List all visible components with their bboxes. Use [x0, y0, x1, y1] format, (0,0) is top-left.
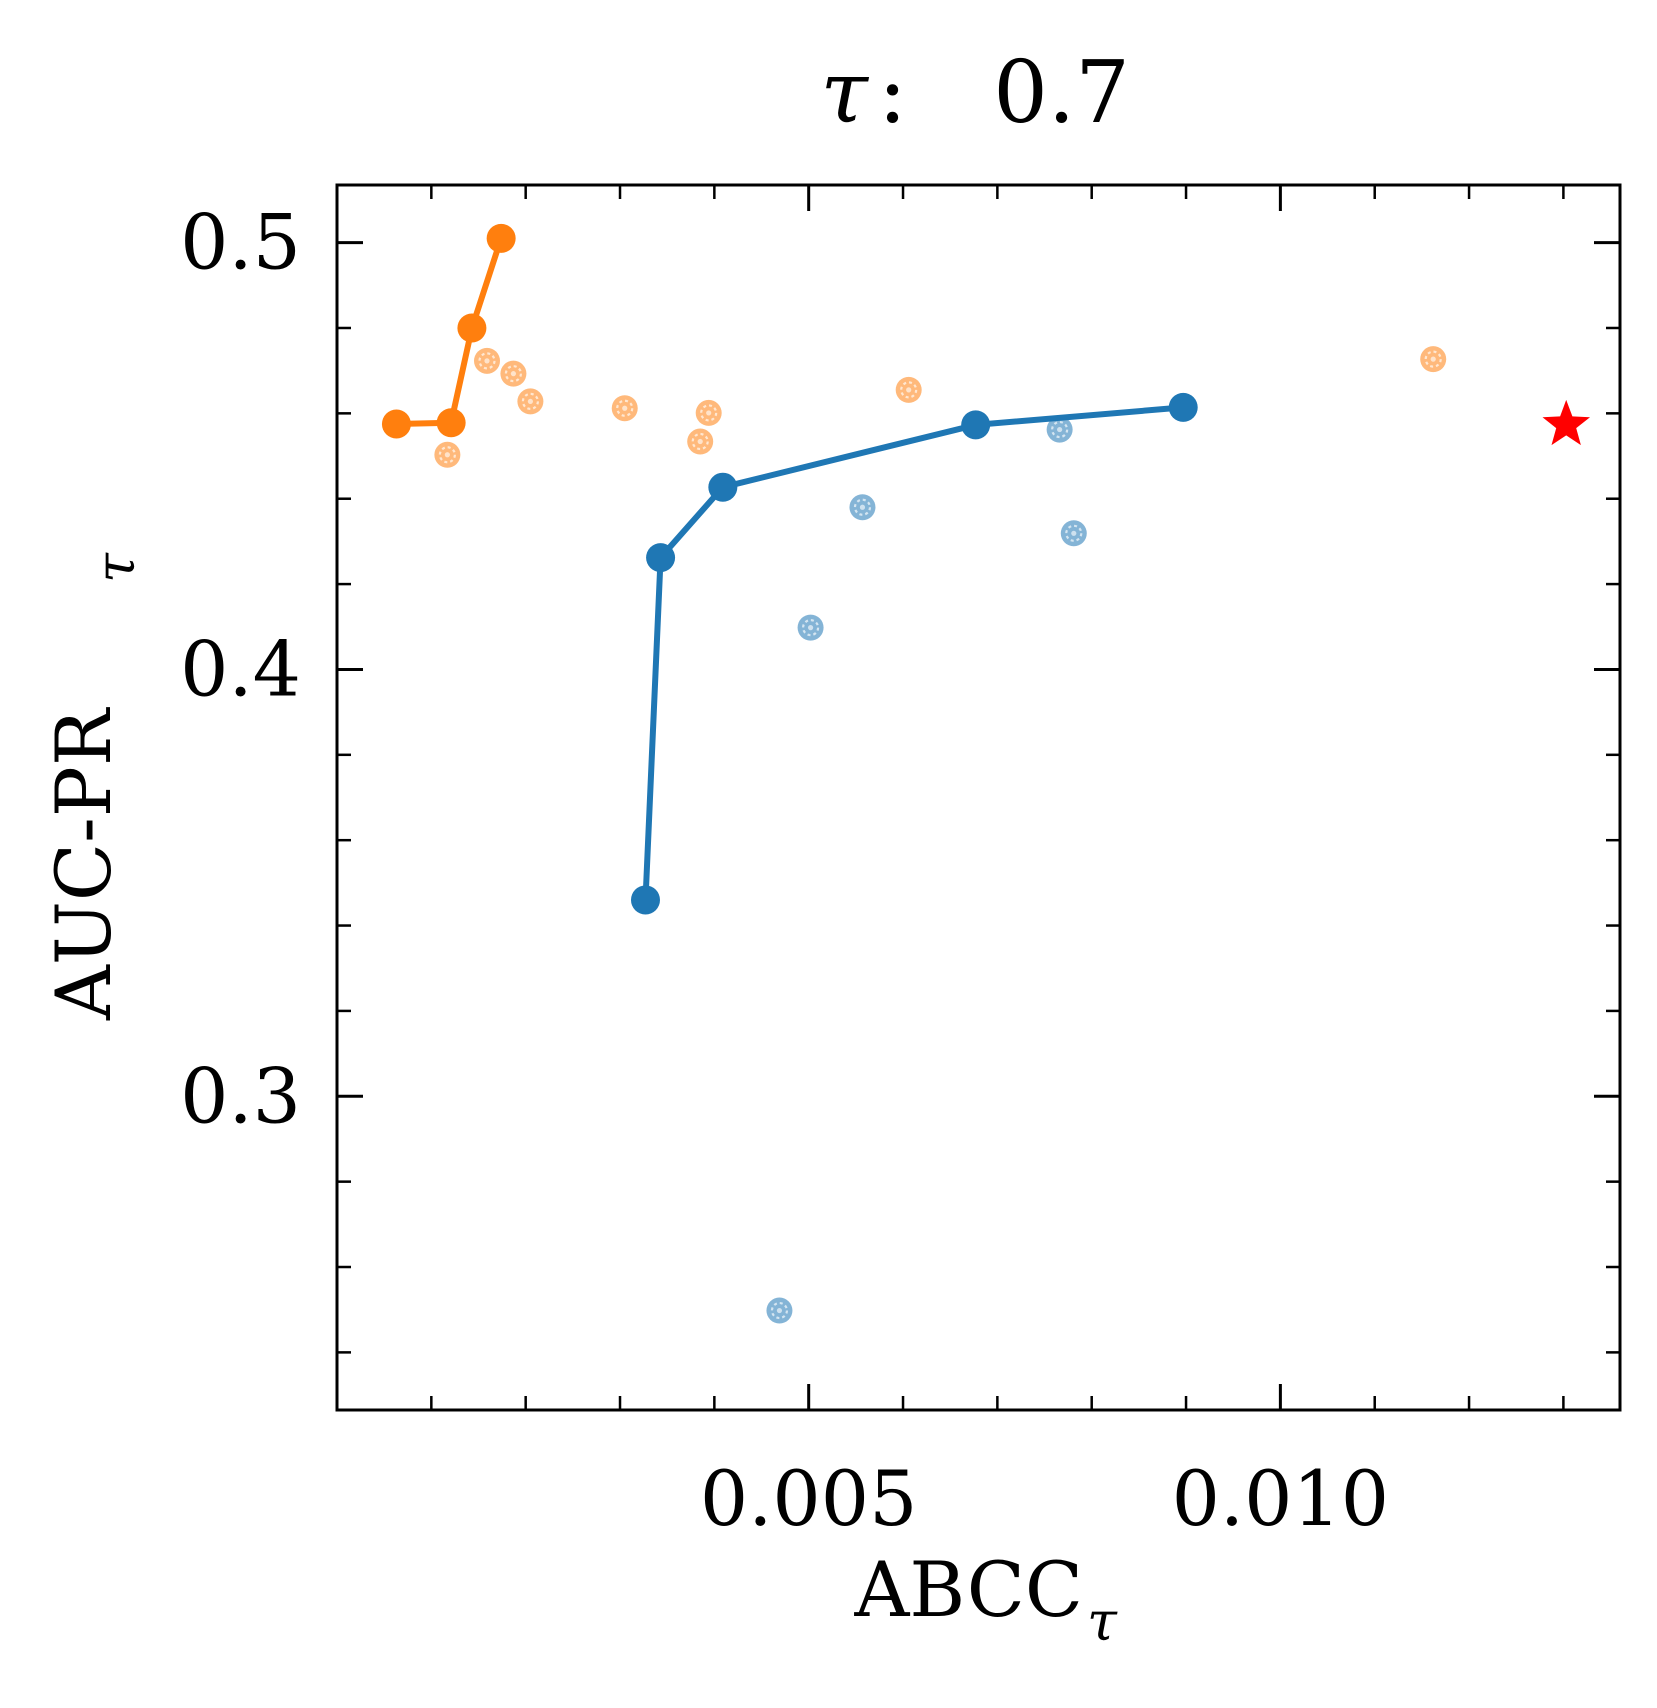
- blue-front-marker: [961, 410, 991, 440]
- x-axis-label: ABCC τ: [854, 1545, 1118, 1653]
- chart-title-colon: :: [878, 43, 907, 143]
- blue-front-scatter-point-center: [859, 504, 866, 510]
- orange-front-scatter-point-center: [1430, 356, 1436, 362]
- blue-front-scatter-point-ring: [1051, 420, 1069, 439]
- x-axis-label-main: ABCC: [854, 1545, 1083, 1634]
- orange-front-scatter-point-center: [484, 358, 490, 364]
- y-axis-label-subscript: τ: [84, 552, 147, 583]
- orange-front-scatter-point-center: [622, 405, 628, 411]
- blue-front-scatter-point-ring: [770, 1301, 789, 1320]
- orange-front-scatter-point-ring: [1424, 350, 1442, 368]
- y-axis-label: AUC-PR τ: [39, 552, 147, 1021]
- orange-front-marker: [381, 409, 411, 439]
- x-tick-label: 0.010: [1172, 1454, 1390, 1543]
- x-tick-label: 0.005: [700, 1454, 918, 1543]
- blue-front-scatter-point-center: [1057, 426, 1063, 433]
- orange-front-scatter-point-ring: [438, 446, 456, 464]
- orange-front-scatter-point-ring: [478, 352, 496, 370]
- orange-front-scatter-point-center: [510, 371, 517, 377]
- y-axis-label-main: AUC-PR: [39, 706, 128, 1021]
- blue-front-marker: [1168, 392, 1198, 422]
- chart-title: τ : 0.7: [820, 43, 1130, 143]
- orange-front-marker: [486, 223, 516, 253]
- orange-front-scatter-point-ring: [900, 381, 918, 399]
- blue-front-marker: [630, 885, 660, 915]
- blue-front-scatter-point-ring: [853, 498, 872, 516]
- orange-front-line: [393, 235, 505, 427]
- y-tick-label: 0.5: [180, 198, 301, 287]
- plot-area: 0.005 0.010 0.3 0.4 0.5: [180, 185, 1620, 1543]
- orange-front-marker: [436, 408, 466, 438]
- blue-front-marker: [708, 472, 738, 502]
- blue-front-marker: [646, 543, 676, 573]
- orange-front-scatter-point-ring: [691, 432, 709, 451]
- chart-title-value: 0.7: [993, 43, 1130, 143]
- reference-star-marker: [1542, 399, 1590, 446]
- orange-front-scatter-point-center: [527, 398, 533, 405]
- orange-front-scatter-point-ring: [616, 399, 634, 417]
- y-tick-label: 0.4: [180, 624, 301, 713]
- orange-front-scatter-point-center: [444, 452, 450, 458]
- orange-front-scatter-point-ring: [521, 392, 539, 411]
- chart-title-symbol: τ: [820, 43, 869, 143]
- orange-front-scatter-point-center: [706, 410, 712, 416]
- blue-front-scatter-point-center: [1071, 530, 1077, 536]
- blue-front-scatter-point-ring: [1065, 524, 1083, 542]
- orange-front-scatter-point-center: [906, 387, 912, 393]
- orange-front-marker: [457, 313, 487, 343]
- orange-front-scatter-point-ring: [700, 404, 718, 422]
- blue-front-scatter-point-center: [807, 625, 814, 631]
- x-axis-label-subscript: τ: [1087, 1590, 1118, 1653]
- plot-frame: [335, 183, 1622, 1412]
- blue-front-scatter-point-ring: [801, 619, 820, 637]
- orange-front-scatter-point-ring: [504, 365, 523, 383]
- orange-front-scatter-point-center: [697, 438, 703, 445]
- y-tick-label: 0.3: [180, 1051, 301, 1140]
- blue-front-scatter-point-center: [776, 1307, 783, 1314]
